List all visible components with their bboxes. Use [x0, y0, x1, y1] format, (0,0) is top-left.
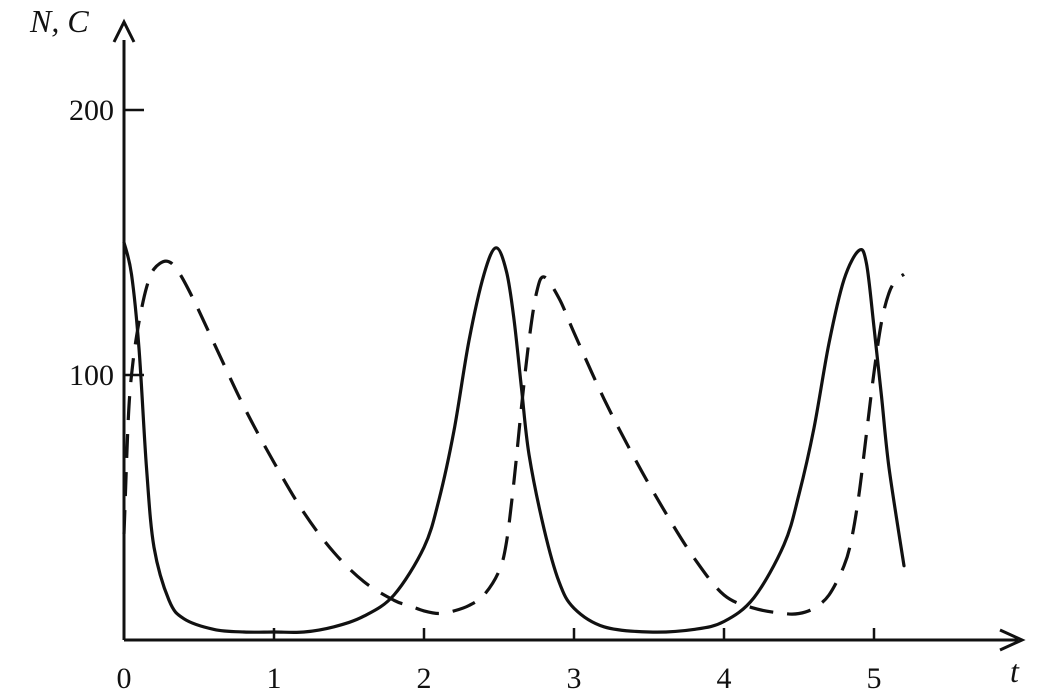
x-tick-label: 0 [117, 662, 132, 695]
y-tick-label: 200 [69, 94, 114, 127]
y-axis-arrow-icon [112, 18, 136, 43]
x-ticks: 0 1 2 3 4 5 [117, 628, 882, 695]
plot-area [122, 240, 906, 634]
y-axis-title: N, C [29, 3, 89, 39]
x-tick-label: 3 [567, 662, 582, 695]
y-tick-label: 100 [69, 359, 114, 392]
series-dashed-line [122, 259, 905, 616]
x-axis-arrow-icon [999, 628, 1026, 652]
series-solid-line [122, 240, 906, 634]
x-tick-label: 1 [267, 662, 282, 695]
x-tick-label: 5 [867, 662, 882, 695]
x-tick-label: 2 [417, 662, 432, 695]
axes [112, 18, 1026, 652]
x-axis-title: t [1010, 653, 1020, 689]
y-ticks: 100 200 [69, 94, 144, 392]
x-tick-label: 4 [717, 662, 732, 695]
